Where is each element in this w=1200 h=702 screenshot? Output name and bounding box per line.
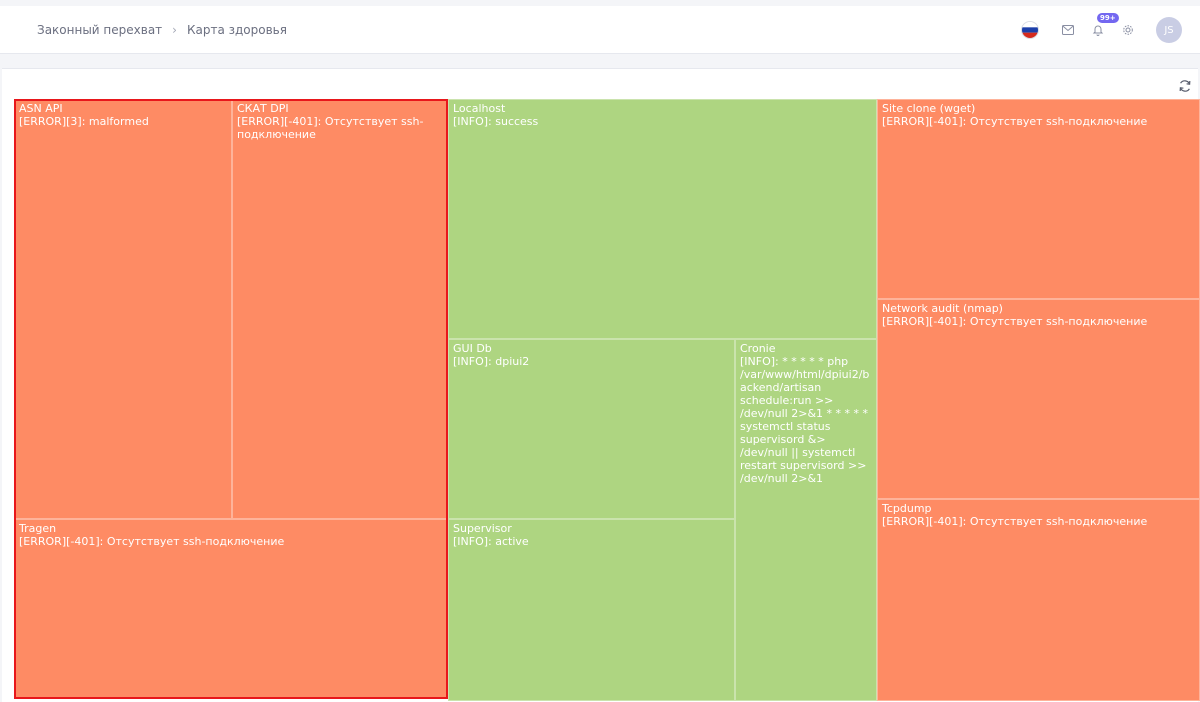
- refresh-icon[interactable]: [1178, 78, 1192, 92]
- tile-name: Site clone (wget): [882, 102, 976, 115]
- tile-message: [ERROR][-401]: Отсутствует ssh-подключен…: [19, 535, 285, 548]
- tile-network-audit[interactable]: Network audit (nmap) [ERROR][-401]: Отсу…: [877, 299, 1200, 499]
- tile-message: [INFO]: dpiui2: [453, 355, 530, 368]
- tile-message: [ERROR][-401]: Отсутствует ssh-подключен…: [882, 515, 1148, 528]
- tile-skat-dpi[interactable]: СКАТ DPI [ERROR][-401]: Отсутствует ssh-…: [232, 99, 448, 519]
- tile-name: ASN API: [19, 102, 63, 115]
- tile-cronie[interactable]: Cronie [INFO]: * * * * * php /var/www/ht…: [735, 339, 877, 701]
- tile-message: [ERROR][3]: malformed: [19, 115, 149, 128]
- tile-tragen[interactable]: Tragen [ERROR][-401]: Отсутствует ssh-по…: [14, 519, 448, 699]
- tile-name: Supervisor: [453, 522, 512, 535]
- health-treemap: ASN API [ERROR][3]: malformed СКАТ DPI […: [14, 99, 1200, 701]
- chevron-right-icon: ›: [172, 23, 177, 37]
- tile-name: СКАТ DPI: [237, 102, 289, 115]
- tile-site-clone[interactable]: Site clone (wget) [ERROR][-401]: Отсутст…: [877, 99, 1200, 299]
- gear-icon[interactable]: [1120, 22, 1136, 38]
- breadcrumb: Законный перехват › Карта здоровья: [37, 6, 287, 54]
- tile-gui-db[interactable]: GUI Db [INFO]: dpiui2: [448, 339, 735, 519]
- tile-message: [ERROR][-401]: Отсутствует ssh-подключен…: [882, 315, 1148, 328]
- tile-message: [ERROR][-401]: Отсутствует ssh-подключен…: [882, 115, 1148, 128]
- tile-asn-api[interactable]: ASN API [ERROR][3]: malformed: [14, 99, 232, 519]
- tile-name: Tragen: [19, 522, 57, 535]
- top-header: Законный перехват › Карта здоровья 99+: [0, 6, 1200, 54]
- tile-tcpdump[interactable]: Tcpdump [ERROR][-401]: Отсутствует ssh-п…: [877, 499, 1200, 701]
- notification-badge: 99+: [1097, 13, 1119, 23]
- mail-icon[interactable]: [1060, 22, 1076, 38]
- user-avatar[interactable]: JS: [1156, 17, 1182, 43]
- tile-localhost[interactable]: Localhost [INFO]: success: [448, 99, 877, 339]
- breadcrumb-parent-link[interactable]: Законный перехват: [37, 23, 163, 37]
- tile-name: Network audit (nmap): [882, 302, 1003, 315]
- tile-name: Cronie: [740, 342, 776, 355]
- tile-supervisor[interactable]: Supervisor [INFO]: active: [448, 519, 735, 701]
- tile-message: [ERROR][-401]: Отсутствует ssh-подключен…: [237, 115, 424, 141]
- tile-message: [INFO]: * * * * * php /var/www/html/dpiu…: [740, 355, 870, 485]
- health-map-card: ASN API [ERROR][3]: malformed СКАТ DPI […: [2, 68, 1200, 702]
- breadcrumb-current: Карта здоровья: [186, 23, 287, 37]
- bell-icon[interactable]: 99+: [1090, 13, 1119, 38]
- header-actions: 99+ JS: [1022, 6, 1182, 54]
- tile-name: Localhost: [453, 102, 506, 115]
- tile-name: Tcpdump: [882, 502, 932, 515]
- tile-message: [INFO]: active: [453, 535, 529, 548]
- tile-message: [INFO]: success: [453, 115, 539, 128]
- russian-flag-icon[interactable]: [1022, 22, 1038, 38]
- tile-name: GUI Db: [453, 342, 492, 355]
